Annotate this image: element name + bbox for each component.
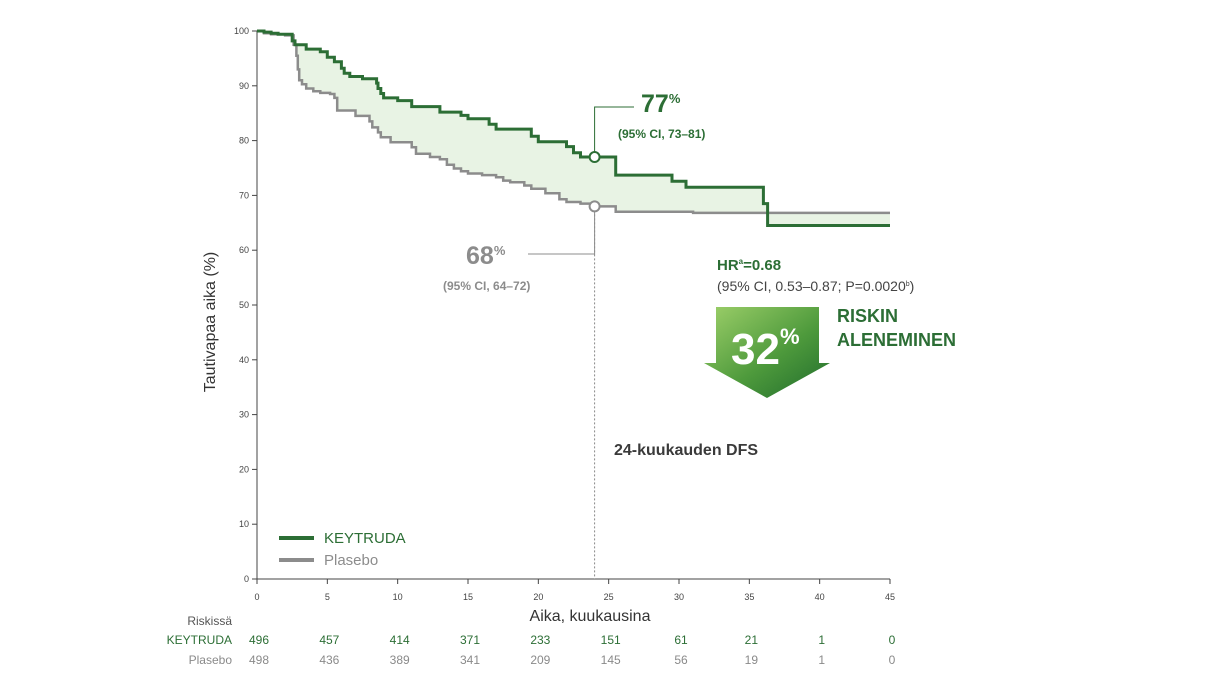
risk-reduction-arrow — [704, 307, 830, 398]
hazard-ratio-ci: (95% CI, 0.53–0.87; P=0.0020b) — [717, 278, 914, 294]
y-tick-label: 40 — [239, 355, 249, 365]
risk-table-cell: 19 — [745, 653, 759, 667]
risk-table-cell: 498 — [249, 653, 269, 667]
y-tick-label: 10 — [239, 519, 249, 529]
y-tick-label: 30 — [239, 410, 249, 420]
hazard-ratio: HRa=0.68 — [717, 257, 781, 274]
risk-table-cell: 341 — [460, 653, 480, 667]
risk-table-cell: 0 — [889, 653, 896, 667]
x-axis-title: Aika, kuukausina — [530, 608, 651, 625]
risk-table-cell: 457 — [319, 633, 339, 647]
x-tick-label: 35 — [744, 592, 754, 602]
keytruda-callout-leader — [594, 106, 634, 153]
x-ticks: 0 5 10 15 20 25 30 35 40 45 — [254, 579, 895, 602]
y-tick-label: 100 — [234, 26, 249, 36]
x-tick-label: 25 — [604, 592, 614, 602]
plasebo-callout-leader — [528, 211, 596, 255]
y-axis-title: Tautivapaa aika (%) — [202, 252, 219, 393]
keytruda-24m-value: 77% — [641, 90, 681, 118]
risk-reduction-label-line2: ALENEMINEN — [837, 330, 956, 350]
risk-table-cell: 21 — [745, 633, 759, 647]
plasebo-24m-ci: (95% CI, 64–72) — [443, 279, 530, 293]
y-tick-label: 80 — [239, 136, 249, 146]
risk-table-header: Riskissä — [187, 614, 232, 628]
risk-table-cell: 389 — [390, 653, 410, 667]
x-tick-label: 45 — [885, 592, 895, 602]
x-tick-label: 40 — [815, 592, 825, 602]
series-line-keytruda — [257, 29, 890, 227]
risk-table-cell: 209 — [530, 653, 550, 667]
plasebo-24m-value: 68% — [466, 242, 506, 270]
legend: KEYTRUDA Plasebo — [279, 530, 406, 569]
keytruda-24m-ci: (95% CI, 73–81) — [618, 127, 705, 141]
risk-table: Riskissä KEYTRUDA Plasebo 496 457 414 371 23… — [167, 614, 896, 667]
legend-label-keytruda: KEYTRUDA — [324, 530, 406, 547]
series-line-plasebo — [257, 29, 890, 215]
keytruda-24m-marker — [588, 151, 601, 164]
plasebo-24m-marker — [588, 200, 601, 213]
y-tick-label: 50 — [239, 300, 249, 310]
risk-table-cell: 371 — [460, 633, 480, 647]
risk-table-cell: 414 — [390, 633, 410, 647]
y-tick-label: 90 — [239, 81, 249, 91]
risk-table-cell: 61 — [674, 633, 688, 647]
y-tick-label: 20 — [239, 464, 249, 474]
y-ticks: 0 10 20 30 40 50 60 70 80 90 100 — [234, 26, 257, 584]
x-tick-label: 10 — [393, 592, 403, 602]
risk-table-cell: 436 — [319, 653, 339, 667]
risk-table-cell: 233 — [530, 633, 550, 647]
risk-table-cell: 145 — [601, 653, 621, 667]
x-tick-label: 15 — [463, 592, 473, 602]
y-tick-label: 0 — [244, 574, 249, 584]
risk-table-cell: 56 — [674, 653, 688, 667]
risk-reduction-value: 32% — [731, 324, 800, 374]
risk-table-cell: 0 — [889, 633, 896, 647]
x-tick-label: 30 — [674, 592, 684, 602]
risk-reduction-label-line1: RISKIN — [837, 306, 898, 326]
y-tick-label: 60 — [239, 245, 249, 255]
risk-table-cell: 1 — [818, 633, 825, 647]
risk-row-label-plasebo: Plasebo — [189, 653, 233, 667]
x-tick-label: 5 — [325, 592, 330, 602]
risk-table-cell: 496 — [249, 633, 269, 647]
x-tick-label: 0 — [254, 592, 259, 602]
risk-table-cell: 151 — [601, 633, 621, 647]
y-tick-label: 70 — [239, 190, 249, 200]
legend-label-plasebo: Plasebo — [324, 552, 378, 569]
curve-gap-shading — [257, 31, 890, 226]
risk-table-cell: 1 — [818, 653, 825, 667]
risk-row-label-keytruda: KEYTRUDA — [167, 633, 232, 647]
landmark-label: 24-kuukauden DFS — [614, 442, 758, 459]
x-tick-label: 20 — [533, 592, 543, 602]
